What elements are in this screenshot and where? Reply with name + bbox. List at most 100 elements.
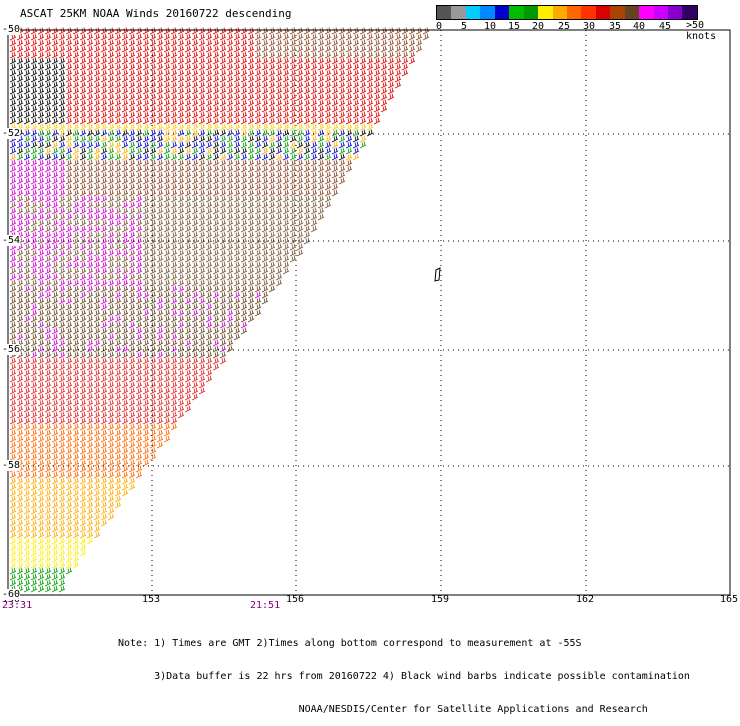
wind-barb [128,381,136,389]
wind-barb [142,411,150,419]
wind-barb [16,69,24,77]
wind-barb [51,537,59,545]
wind-barb [184,27,192,35]
wind-barb [107,45,115,53]
wind-barb [37,249,45,257]
wind-barb [16,375,24,383]
wind-barb [191,279,199,287]
wind-barb [65,171,73,179]
wind-barb [100,345,108,353]
wind-barb [331,135,339,143]
wind-barb [261,141,269,149]
wind-barb [324,201,332,209]
wind-barb [37,279,45,287]
wind-barb [254,45,262,53]
wind-barb [352,93,360,101]
wind-barb [128,135,136,143]
wind-barb [44,573,52,581]
wind-barb [114,357,122,365]
wind-barb [44,411,52,419]
wind-barb [408,45,416,53]
wind-barb [128,123,136,131]
wind-barb [163,111,171,119]
wind-barb [30,243,38,251]
wind-barb [219,69,227,77]
wind-barb [51,381,59,389]
wind-barb [191,255,199,263]
wind-barb [72,195,80,203]
colorbar-tick-label: 30 [583,21,596,32]
wind-barb [65,207,73,215]
wind-barb [30,519,38,527]
wind-barb [177,207,185,215]
wind-barb [240,243,248,251]
wind-barb [156,243,164,251]
wind-barb [142,207,150,215]
wind-barb [387,51,395,59]
wind-barb [184,237,192,245]
wind-barb [100,399,108,407]
wind-barb [282,39,290,47]
wind-barb [107,39,115,47]
wind-barb [205,267,213,275]
wind-barb [303,135,311,143]
wind-barb [107,111,115,119]
wind-barb [58,69,66,77]
wind-barb [317,213,325,221]
wind-barb [72,351,80,359]
wind-barb [177,405,185,413]
wind-barb [219,345,227,353]
wind-barb [23,153,31,161]
wind-barb [16,75,24,83]
wind-barb [303,105,311,113]
wind-barb [226,177,234,185]
wind-barb [65,123,73,131]
wind-barb [289,93,297,101]
wind-barb [191,99,199,107]
wind-barb [16,279,24,287]
wind-barb [149,75,157,83]
wind-barb [107,483,115,491]
wind-barb [226,99,234,107]
wind-barb [198,75,206,83]
wind-barb [16,489,24,497]
wind-barb [380,93,388,101]
wind-barb [107,267,115,275]
wind-barb [254,135,262,143]
wind-barb [79,45,87,53]
wind-barb [65,399,73,407]
wind-barb [51,399,59,407]
wind-barb [219,339,227,347]
wind-barb [16,99,24,107]
wind-barb [100,273,108,281]
wind-barb [135,435,143,443]
wind-barb [254,63,262,71]
wind-barb [156,33,164,41]
wind-barb [23,483,31,491]
wind-barb [268,69,276,77]
wind-barb [58,393,66,401]
wind-barb [275,93,283,101]
wind-barb [170,357,178,365]
wind-barb [261,57,269,65]
wind-barb [58,549,66,557]
wind-barb [233,285,241,293]
wind-barb [352,99,360,107]
wind-barb [226,219,234,227]
wind-barb [93,111,101,119]
wind-barb [72,129,80,137]
wind-barb [170,27,178,35]
wind-barb [331,63,339,71]
wind-barb [240,303,248,311]
wind-barb [86,495,94,503]
wind-barb [247,165,255,173]
wind-barb [107,165,115,173]
wind-barb [163,339,171,347]
wind-barb [72,249,80,257]
wind-barb [107,33,115,41]
wind-barb [51,459,59,467]
wind-barb [114,249,122,257]
wind-barb [310,75,318,83]
wind-barb [86,297,94,305]
wind-barb [16,477,24,485]
